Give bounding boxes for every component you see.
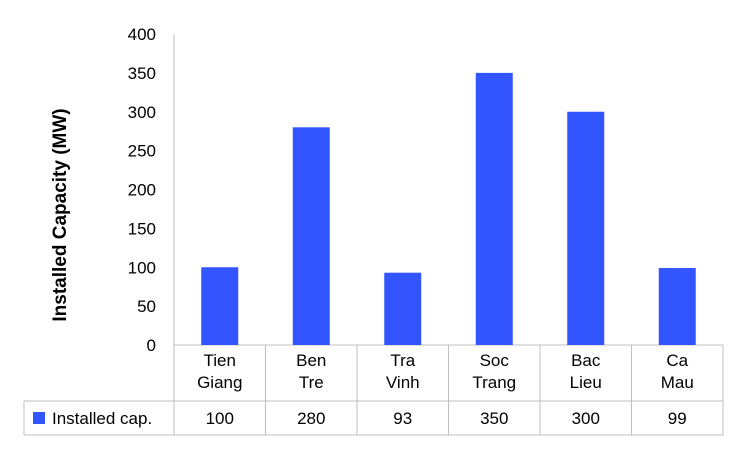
bar bbox=[384, 272, 422, 345]
bar bbox=[475, 72, 513, 345]
y-axis-label: Installed Capacity (MW) bbox=[50, 108, 71, 321]
legend-swatch bbox=[33, 412, 45, 424]
x-tick-label: Tra Vinh bbox=[386, 351, 420, 392]
y-tick-label: 400 bbox=[128, 25, 156, 44]
y-tick-label: 150 bbox=[128, 219, 156, 238]
table-value: 300 bbox=[572, 409, 600, 428]
y-tick-label: 100 bbox=[128, 258, 156, 277]
y-tick-label: 300 bbox=[128, 103, 156, 122]
bar bbox=[201, 267, 239, 345]
data-table: Installed cap. 100 280 93 350 300 99 bbox=[23, 345, 724, 436]
y-tick-label: 350 bbox=[128, 64, 156, 83]
axes: 0 50 100 150 200 250 300 350 400 Tien Giang Ben Tre T… bbox=[128, 25, 723, 392]
x-tick-label: Ben Tre bbox=[296, 351, 326, 392]
bar bbox=[658, 268, 696, 345]
x-tick-label: Bac Lieu bbox=[570, 351, 602, 392]
table-value: 93 bbox=[393, 409, 412, 428]
bars bbox=[201, 72, 696, 345]
y-tick-label: 250 bbox=[128, 142, 156, 161]
legend-label: Installed cap. bbox=[52, 409, 152, 428]
y-tick-label: 0 bbox=[147, 336, 156, 355]
y-tick-label: 200 bbox=[128, 181, 156, 200]
x-tick-label: Ca Mau bbox=[661, 351, 694, 392]
x-tick-label: Soc Trang bbox=[472, 351, 516, 392]
bar bbox=[567, 111, 605, 345]
x-tick-label: Tien Giang bbox=[197, 351, 242, 392]
table-value: 350 bbox=[480, 409, 508, 428]
table-value: 99 bbox=[668, 409, 687, 428]
y-tick-label: 50 bbox=[137, 297, 156, 316]
bar bbox=[292, 127, 330, 345]
table-value: 280 bbox=[297, 409, 325, 428]
table-value: 100 bbox=[206, 409, 234, 428]
